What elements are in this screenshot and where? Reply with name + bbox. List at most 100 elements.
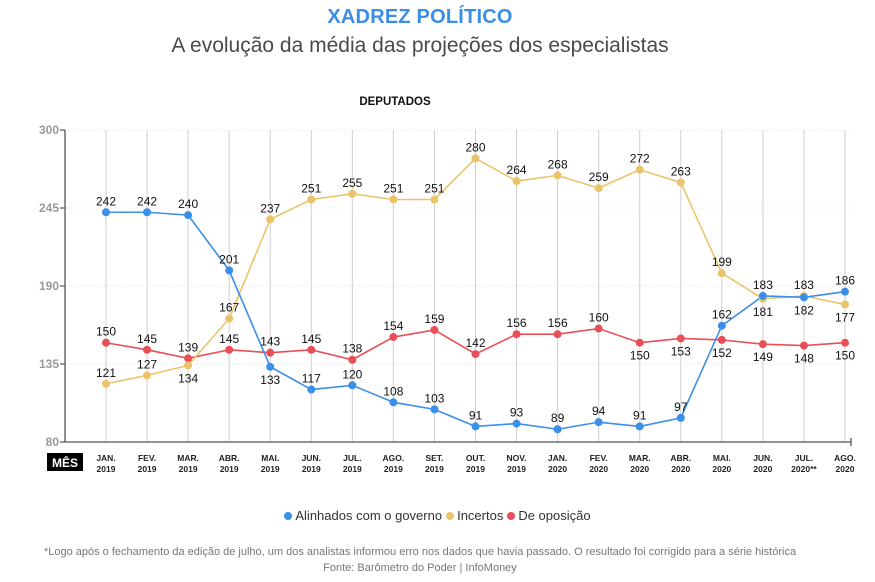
data-point: [471, 422, 480, 431]
data-label: 182: [794, 303, 814, 317]
x-tick-label-month: MAI.: [261, 453, 279, 463]
data-point: [430, 325, 439, 334]
data-label: 160: [589, 311, 609, 325]
data-point: [512, 177, 521, 186]
x-tick-label-month: MAR.: [629, 453, 651, 463]
data-point: [553, 330, 562, 339]
data-point: [225, 345, 234, 354]
data-point: [717, 335, 726, 344]
data-point: [225, 314, 234, 323]
chart-title: XADREZ POLÍTICO: [327, 6, 513, 28]
legend-dot-icon: [446, 511, 455, 520]
data-label: 251: [383, 181, 403, 195]
data-point: [841, 338, 849, 347]
data-label: 120: [342, 367, 362, 381]
data-point: [717, 321, 726, 330]
data-label: 154: [383, 319, 403, 333]
data-label: 133: [260, 373, 280, 387]
data-point: [594, 418, 603, 427]
y-tick-label: 300: [39, 123, 59, 137]
data-label: 145: [219, 332, 239, 346]
data-point: [635, 422, 644, 431]
x-tick-label-year: 2019: [220, 464, 239, 474]
data-point: [389, 398, 398, 407]
data-label: 142: [465, 336, 485, 350]
panel-title: DEPUTADOS: [359, 96, 431, 108]
legend-dot-icon: [507, 511, 516, 520]
data-label: 150: [835, 349, 855, 363]
data-label: 268: [548, 157, 568, 171]
data-label: 152: [712, 346, 732, 360]
data-label: 177: [835, 310, 855, 324]
x-tick-label-month: ABR.: [219, 453, 240, 463]
x-tick-label-year: 2019: [261, 464, 280, 474]
x-tick-label-month: OUT.: [466, 453, 485, 463]
data-label: 153: [671, 344, 691, 358]
x-tick-label-year: 2019: [384, 464, 403, 474]
x-tick-label-year: 2020: [671, 464, 690, 474]
source: Fonte: Barômetro do Poder | InfoMoney: [323, 562, 517, 574]
data-point: [635, 338, 644, 347]
x-tick-label-year: 2020: [712, 464, 731, 474]
x-tick-label-month: ABR.: [670, 453, 691, 463]
x-tick-label-month: NOV.: [507, 453, 527, 463]
data-point: [594, 324, 603, 333]
x-tick-label-month: JUN.: [302, 453, 321, 463]
data-point: [143, 371, 152, 380]
x-tick-label-month: FEV.: [590, 453, 608, 463]
data-point: [184, 211, 193, 220]
data-label: 201: [219, 252, 239, 266]
data-point: [799, 293, 808, 302]
data-label: 149: [753, 350, 773, 364]
data-label: 242: [96, 194, 116, 208]
legend-label: Alinhados com o governo: [295, 508, 443, 523]
data-label: 264: [507, 163, 527, 177]
data-point: [471, 350, 480, 359]
data-point: [758, 291, 767, 300]
data-point: [799, 341, 808, 350]
data-label: 259: [589, 170, 609, 184]
x-tick-label-month: AGO.: [383, 453, 405, 463]
data-label: 183: [794, 278, 814, 292]
grid: [65, 129, 851, 442]
data-point: [348, 355, 357, 364]
legend-dot-icon: [284, 511, 293, 520]
legend-label: Incertos: [457, 508, 504, 523]
x-tick-label-month: MAR.: [177, 453, 199, 463]
x-axis-label: MÊS: [52, 455, 78, 470]
data-label: 103: [424, 391, 444, 405]
data-point: [389, 333, 398, 342]
data-point: [102, 379, 110, 388]
data-point: [266, 362, 275, 371]
data-label: 240: [178, 197, 198, 211]
data-point: [676, 178, 685, 187]
x-tick-label-year: 2019: [466, 464, 485, 474]
x-tick-label-year: 2020: [630, 464, 649, 474]
x-tick-label-year: 2020: [836, 464, 855, 474]
data-point: [266, 348, 275, 357]
data-label: 181: [753, 305, 773, 319]
data-label: 186: [835, 274, 855, 288]
data-label: 91: [633, 408, 647, 422]
x-tick-label-month: AGO.: [834, 453, 856, 463]
data-label: 242: [137, 194, 157, 208]
data-point: [348, 189, 357, 198]
data-point: [143, 345, 152, 354]
data-label: 97: [674, 400, 688, 414]
data-point: [102, 338, 110, 347]
data-label: 121: [96, 366, 116, 380]
legend: Alinhados com o governo Incertos De oposiç…: [0, 508, 875, 523]
data-label: 148: [794, 352, 814, 366]
data-label: 150: [630, 349, 650, 363]
data-point: [430, 405, 439, 414]
data-point: [307, 195, 316, 204]
x-tick-label-year: 2019: [425, 464, 444, 474]
data-label: 117: [302, 372, 321, 386]
data-label: 91: [469, 408, 483, 422]
footnote: *Logo após o fechamento da edição de jul…: [43, 546, 797, 558]
data-label: 94: [592, 404, 606, 418]
legend-item: De oposição: [507, 508, 591, 523]
x-tick-label-year: 2020: [548, 464, 567, 474]
x-tick-label-year: 2019: [507, 464, 526, 474]
